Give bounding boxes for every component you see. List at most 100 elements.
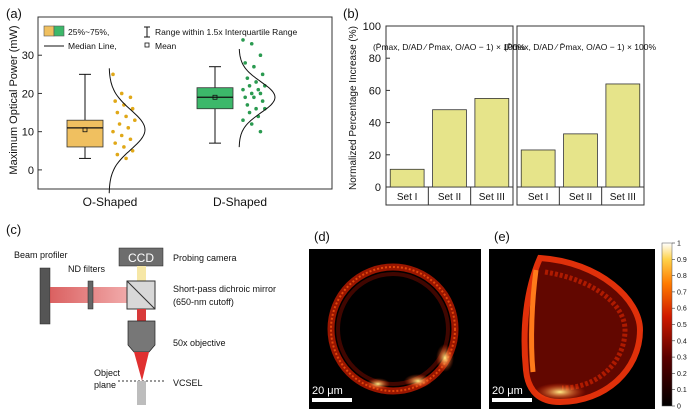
panel-d-scalebar-label: 20 μm [312, 385, 343, 397]
data-point [113, 99, 117, 103]
panel-c-label: (c) [6, 222, 21, 237]
data-point [124, 156, 128, 161]
data-point [245, 103, 250, 107]
distribution-curve [108, 68, 146, 194]
data-point [256, 87, 261, 92]
data-point [113, 141, 117, 145]
panel-e-image: 20 μm [489, 249, 655, 409]
category-label: Set III [610, 192, 636, 203]
ccd-text: CCD [128, 251, 154, 265]
data-point [243, 95, 247, 100]
nd-filter [87, 280, 94, 310]
data-point [243, 61, 247, 65]
panel-e-hotspot [534, 383, 586, 401]
data-point [111, 129, 115, 134]
category-label: Set I [528, 192, 549, 203]
label-objective: 50x objective [173, 338, 226, 348]
data-point [111, 72, 115, 77]
box-o-shaped [66, 68, 146, 194]
data-point [115, 110, 120, 115]
data-point [126, 126, 131, 130]
label-object-line2: plane [94, 380, 116, 390]
panel-b-ytick-label: 60 [369, 85, 381, 97]
data-point [258, 91, 263, 96]
panel-d-hotspot-3 [366, 378, 390, 390]
panel-a-axes-frame [37, 16, 333, 190]
data-point [241, 38, 245, 42]
panel-b-ytick-label: 100 [363, 21, 381, 33]
panel-d-scalebar [312, 398, 352, 402]
data-point [128, 137, 133, 142]
legend-box-o-swatch [43, 25, 55, 37]
data-point [254, 80, 258, 84]
panel-b-ytick-label: 80 [369, 53, 381, 65]
vcsel-block [137, 381, 146, 405]
optical-setup-diagram: CCD Beam profiler ND filters Probing cam… [14, 247, 276, 405]
legend-mean-label: Mean [155, 41, 177, 51]
data-point [247, 84, 252, 88]
panel-a-xtick-o-shaped: O-Shaped [83, 195, 138, 209]
mean-marker [82, 127, 88, 133]
panel-b-label: (b) [343, 6, 359, 21]
label-vcsel: VCSEL [173, 378, 203, 388]
colorbar-tick-label: 0.7 [677, 289, 687, 296]
bar-set-iii [605, 83, 641, 188]
panel-d-label: (d) [314, 229, 330, 244]
data-point [252, 95, 256, 100]
panel-d-hotspot-1 [436, 344, 454, 372]
panel-a-plot [66, 38, 276, 194]
label-object-line1: Object [94, 368, 121, 378]
panel-b-ytick-label: 20 [369, 150, 381, 162]
label-nd-filters: ND filters [68, 264, 106, 274]
colorbar-tick-label: 0.4 [677, 338, 687, 345]
panel-d-image: 20 μm [309, 249, 481, 409]
panel-b-ylabel: Normalized Percentage Increase (%) [348, 26, 359, 190]
data-point [258, 53, 263, 58]
colorbar [661, 242, 673, 407]
probe-beam [137, 266, 146, 281]
colorbar-tick-label: 0 [677, 404, 681, 411]
data-point [247, 110, 252, 115]
category-label: Set II [438, 192, 461, 203]
iqr-box [66, 119, 104, 148]
label-probing-camera: Probing camera [173, 253, 237, 263]
focus-cone [134, 352, 149, 381]
colorbar-ticks: 1 0.9 0.8 0.7 0.6 0.5 0.4 0.3 0.2 0.1 0 [672, 241, 687, 411]
data-point [254, 106, 258, 111]
data-point [249, 122, 254, 126]
data-point [115, 152, 120, 157]
data-point [133, 118, 137, 122]
data-point [260, 72, 265, 77]
legend-box-d-swatch [53, 25, 65, 37]
colorbar-tick-label: 0.1 [677, 387, 687, 394]
legend-range-label: Range within 1.5x Interquartile Range [155, 27, 297, 37]
panel-d-hotspot-2 [404, 374, 432, 388]
data-point [260, 99, 265, 103]
panel-e-scalebar [492, 398, 532, 402]
panel-a-yticks: 0 10 20 30 [22, 50, 42, 177]
colorbar-tick-label: 0.2 [677, 371, 687, 378]
category-label: Set I [397, 192, 418, 203]
panel-a-legend: 25%~75%, Median Line, Range within 1.5x … [43, 25, 297, 51]
panel-b-formula-left: (P̄max, D/AD ⁄ P̄max, O/AO − 1) × 100% [373, 42, 526, 52]
data-point [241, 87, 245, 92]
panel-b-plot: Set I Set II Set III Set I Set II Set III [385, 83, 645, 206]
box-d-shaped [196, 38, 276, 148]
panel-b-ytick-label: 0 [375, 182, 381, 194]
data-point [122, 145, 126, 149]
data-point [124, 114, 128, 119]
panel-b-ytick-label: 40 [369, 118, 381, 130]
panel-a-label: (a) [6, 6, 22, 21]
bar-set-i [389, 168, 425, 188]
data-point [245, 76, 250, 80]
panel-e-label: (e) [494, 229, 510, 244]
bar-set-ii [563, 133, 598, 188]
bar-set-i [520, 149, 556, 188]
colorbar-tick-label: 0.5 [677, 322, 687, 329]
bar-set-iii [474, 98, 510, 188]
colorbar-tick-label: 1 [677, 241, 681, 248]
panel-a-ytick-label: 0 [28, 165, 34, 177]
data-point [252, 64, 256, 69]
colorbar-tick-label: 0.3 [677, 355, 687, 362]
